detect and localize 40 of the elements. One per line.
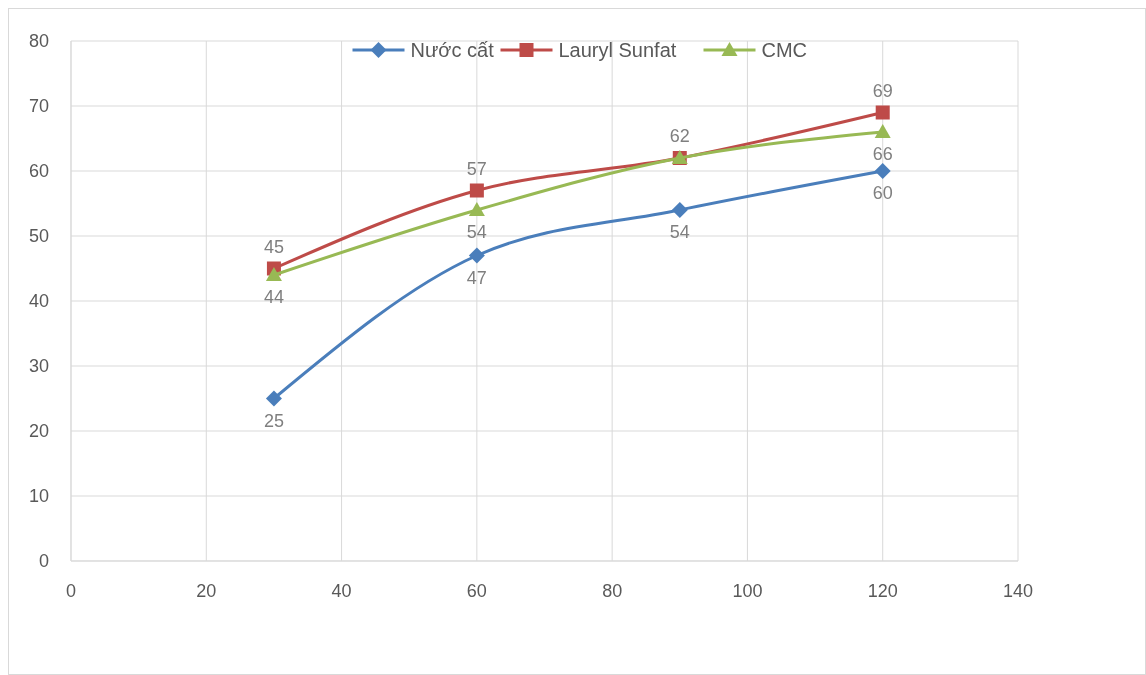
- data-label: 69: [872, 80, 893, 101]
- y-tick-label: 80: [28, 31, 49, 52]
- data-label: 45: [263, 236, 284, 257]
- point: [469, 183, 484, 198]
- y-tick-label: 10: [28, 486, 49, 507]
- point: [468, 247, 485, 264]
- legend-label: Nước cất: [410, 39, 495, 61]
- point: [265, 390, 282, 407]
- data-label: 60: [872, 183, 893, 203]
- y-tick-label: 70: [28, 96, 49, 117]
- x-tick-label: 80: [602, 581, 623, 601]
- y-tick-label: 40: [28, 291, 49, 312]
- x-tick-label: 40: [331, 581, 352, 601]
- data-label: 54: [466, 222, 487, 242]
- x-tick-label: 120: [867, 581, 898, 601]
- legend-label: Lauryl Sunfat: [558, 39, 677, 61]
- data-label: 62: [669, 126, 690, 146]
- data-label: 57: [466, 158, 487, 179]
- point: [874, 163, 891, 179]
- y-tick-label: 50: [28, 226, 49, 247]
- y-tick-label: 0: [38, 551, 49, 572]
- legend-label: CMC: [761, 39, 808, 61]
- data-label: 25: [263, 410, 284, 431]
- y-tick-label: 20: [28, 421, 49, 442]
- y-tick-label: 30: [28, 356, 49, 377]
- data-label: 66: [872, 144, 893, 164]
- point: [468, 202, 485, 216]
- y-tick-label: 60: [28, 161, 49, 182]
- data-label: 47: [466, 267, 487, 288]
- x-tick-label: 20: [196, 581, 217, 601]
- data-label: 44: [263, 287, 284, 307]
- point: [875, 105, 890, 120]
- data-label: 54: [669, 222, 690, 242]
- point: [874, 124, 891, 138]
- point: [265, 267, 282, 281]
- x-tick-label: 0: [65, 581, 77, 601]
- x-tick-label: 140: [1002, 581, 1034, 601]
- point: [671, 202, 688, 218]
- x-tick-label: 100: [732, 581, 763, 601]
- x-tick-label: 60: [466, 581, 487, 601]
